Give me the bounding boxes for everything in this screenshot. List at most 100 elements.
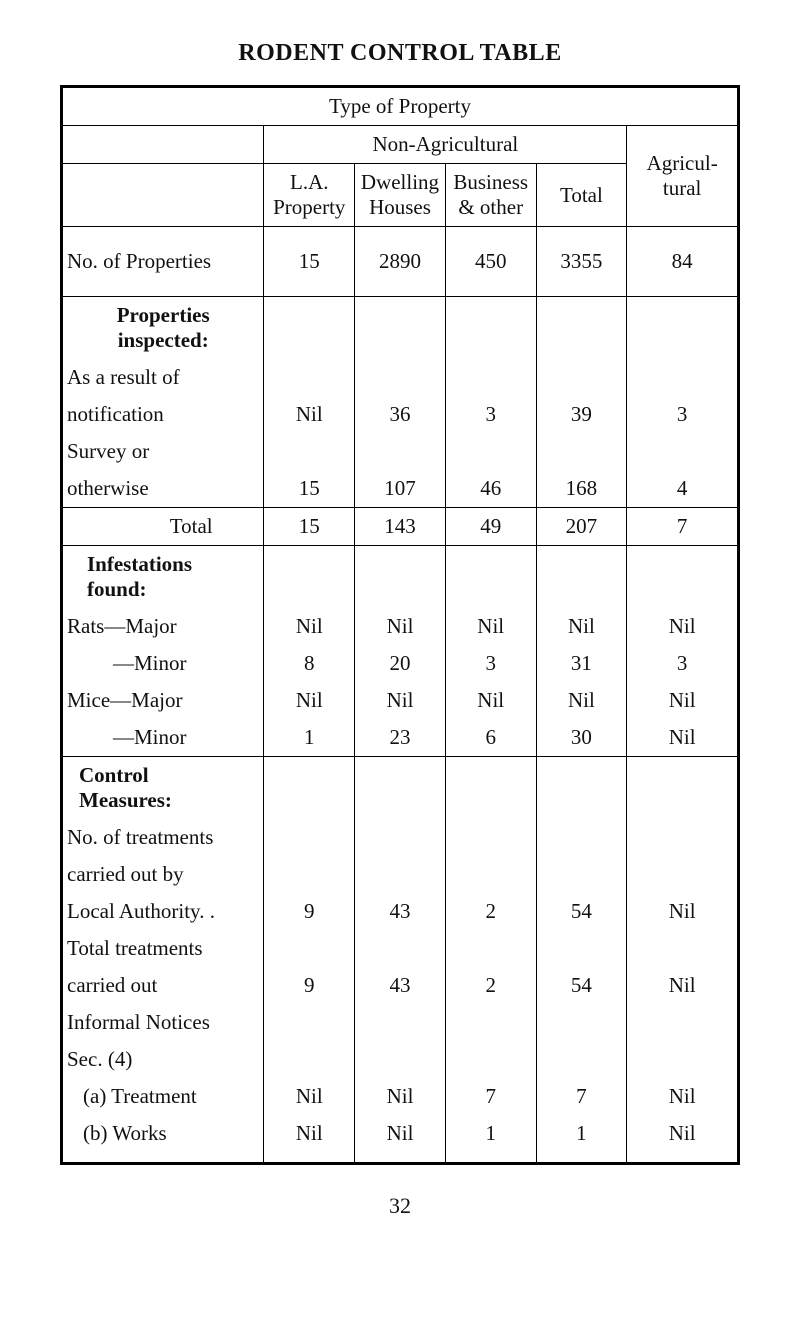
cell: 2 (445, 967, 536, 1004)
cell: 1 (536, 1115, 627, 1164)
cell: 6 (445, 719, 536, 757)
table-row: No. of treatments (62, 819, 739, 856)
row-label: No. of Properties (62, 227, 264, 297)
cell: 43 (355, 967, 446, 1004)
header-row-2: Non-Agricultural Agricul- tural (62, 126, 739, 164)
row-label: Mice—Major (62, 682, 264, 719)
table-row: Mice—Major Nil Nil Nil Nil Nil (62, 682, 739, 719)
section-header-row: Control Measures: (62, 757, 739, 820)
cell: Nil (627, 1115, 739, 1164)
cell: Nil (627, 1078, 739, 1115)
cell: Nil (264, 682, 355, 719)
cell: Nil (355, 682, 446, 719)
cell: 3 (627, 396, 739, 433)
cell: Nil (627, 719, 739, 757)
cell: Nil (355, 1115, 446, 1164)
table-row: carried out 9 43 2 54 Nil (62, 967, 739, 1004)
cell: Nil (355, 608, 446, 645)
cell: 3355 (536, 227, 627, 297)
row-label: Rats—Major (62, 608, 264, 645)
row-label: (a) Treatment (62, 1078, 264, 1115)
table-row: otherwise 15 107 46 168 4 (62, 470, 739, 508)
cell: 7 (627, 508, 739, 546)
cell: 2 (445, 893, 536, 930)
cell: 54 (536, 967, 627, 1004)
row-label: otherwise (62, 470, 264, 508)
infestations-header: Infestations found: (62, 546, 264, 609)
cell: 107 (355, 470, 446, 508)
table-row: As a result of (62, 359, 739, 396)
cell: Nil (264, 396, 355, 433)
cell: 84 (627, 227, 739, 297)
table-row: (a) Treatment Nil Nil 7 7 Nil (62, 1078, 739, 1115)
row-label: (b) Works (62, 1115, 264, 1164)
cell: 1 (445, 1115, 536, 1164)
cell: 31 (536, 645, 627, 682)
row-label: Survey or (62, 433, 264, 470)
cell: 15 (264, 508, 355, 546)
table-row: Total 15 143 49 207 7 (62, 508, 739, 546)
cell: 1 (264, 719, 355, 757)
cell: 143 (355, 508, 446, 546)
table-row: Survey or (62, 433, 739, 470)
agricultural-header: Agricul- tural (627, 126, 739, 227)
table-row: Local Authority. . 9 43 2 54 Nil (62, 893, 739, 930)
table-row: No. of Properties 15 2890 450 3355 84 (62, 227, 739, 297)
row-label: notification (62, 396, 264, 433)
cell: 30 (536, 719, 627, 757)
cell: 7 (445, 1078, 536, 1115)
cell: 39 (536, 396, 627, 433)
rodent-table: Type of Property Non-Agricultural Agricu… (60, 85, 740, 1165)
cell: 43 (355, 893, 446, 930)
row-label: Sec. (4) (62, 1041, 264, 1078)
cell: 8 (264, 645, 355, 682)
dwelling-houses-header: Dwelling Houses (355, 164, 446, 227)
cell: 450 (445, 227, 536, 297)
cell: Nil (536, 682, 627, 719)
cell: 4 (627, 470, 739, 508)
cell: Nil (445, 682, 536, 719)
non-agricultural-header: Non-Agricultural (264, 126, 627, 164)
row-label: carried out by (62, 856, 264, 893)
table-row: notification Nil 36 3 39 3 (62, 396, 739, 433)
cell: Nil (627, 893, 739, 930)
table-row: Rats—Major Nil Nil Nil Nil Nil (62, 608, 739, 645)
cell: 23 (355, 719, 446, 757)
table-row: —Minor 8 20 3 31 3 (62, 645, 739, 682)
cell: Nil (264, 1115, 355, 1164)
cell: 20 (355, 645, 446, 682)
cell: 7 (536, 1078, 627, 1115)
table-row: carried out by (62, 856, 739, 893)
cell: Nil (627, 682, 739, 719)
cell: 3 (445, 645, 536, 682)
row-label: Total (62, 508, 264, 546)
control-measures-header: Control Measures: (62, 757, 264, 820)
section-header-row: Infestations found: (62, 546, 739, 609)
properties-inspected-header: Properties inspected: (62, 297, 264, 360)
type-of-property-header: Type of Property (62, 87, 739, 126)
table-row: (b) Works Nil Nil 1 1 Nil (62, 1115, 739, 1164)
table-row: Total treatments (62, 930, 739, 967)
row-label: No. of treatments (62, 819, 264, 856)
cell: Nil (264, 1078, 355, 1115)
blank-cell (62, 126, 264, 164)
page-title: RODENT CONTROL TABLE (60, 40, 740, 67)
row-label: carried out (62, 967, 264, 1004)
table-row: —Minor 1 23 6 30 Nil (62, 719, 739, 757)
page: RODENT CONTROL TABLE Type of Property No… (0, 0, 800, 1249)
cell: 207 (536, 508, 627, 546)
cell: Nil (627, 967, 739, 1004)
cell: 49 (445, 508, 536, 546)
table-row: Informal Notices (62, 1004, 739, 1041)
cell: Nil (264, 608, 355, 645)
row-label: Informal Notices (62, 1004, 264, 1041)
page-number: 32 (60, 1193, 740, 1219)
cell: 168 (536, 470, 627, 508)
header-row-1: Type of Property (62, 87, 739, 126)
cell: 3 (445, 396, 536, 433)
cell: Nil (627, 608, 739, 645)
cell: Nil (355, 1078, 446, 1115)
cell: Nil (445, 608, 536, 645)
row-label: —Minor (62, 719, 264, 757)
cell: 54 (536, 893, 627, 930)
